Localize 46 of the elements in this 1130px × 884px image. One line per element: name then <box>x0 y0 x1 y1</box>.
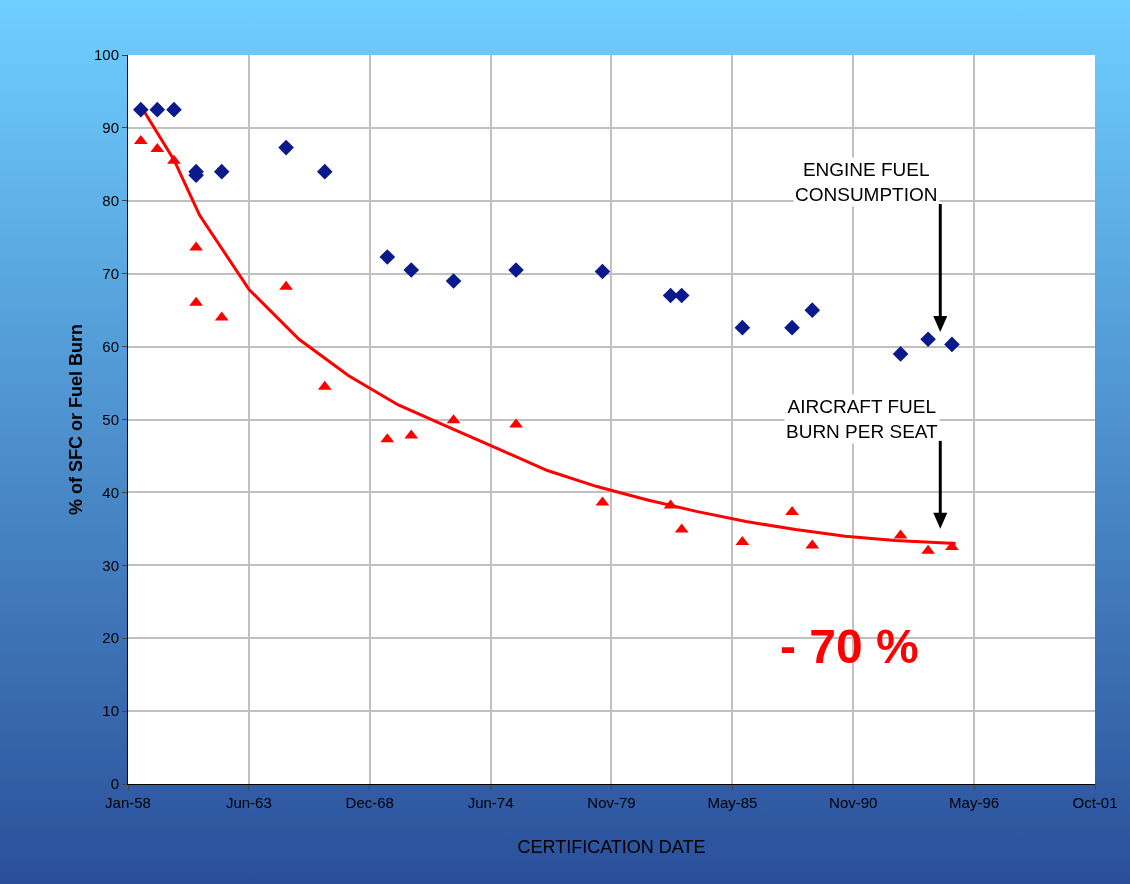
y-tick-label: 30 <box>102 556 119 574</box>
point <box>379 249 396 265</box>
y-tick-label: 70 <box>102 264 119 282</box>
y-tick-label: 10 <box>102 702 119 720</box>
point <box>213 163 230 180</box>
x-tick-label: Oct-01 <box>1072 794 1118 811</box>
point <box>594 263 611 280</box>
point <box>892 346 909 362</box>
y-axis-title: % of SFC or Fuel Burn <box>66 324 86 515</box>
x-tick-label: Jan-58 <box>105 794 151 811</box>
annotation: - 70 % <box>780 620 919 673</box>
point <box>167 154 181 164</box>
y-tick-label: 90 <box>102 119 119 137</box>
point <box>166 101 182 118</box>
y-tick-label: 80 <box>102 192 119 210</box>
point <box>316 163 333 180</box>
y-tick-label: 100 <box>93 46 119 64</box>
point <box>784 319 800 336</box>
y-tick-label: 50 <box>102 410 119 428</box>
point <box>804 302 821 318</box>
x-tick-label: May-96 <box>949 794 1000 811</box>
point <box>508 262 524 278</box>
point <box>785 506 799 516</box>
point <box>149 101 166 118</box>
x-axis-title: CERTIFICATION DATE <box>517 837 706 858</box>
x-tick-label: Jun-63 <box>225 794 272 811</box>
x-tick-label: May-85 <box>707 794 758 811</box>
annotation: AIRCRAFT FUEL BURN PER SEAT <box>786 396 939 442</box>
point <box>278 139 294 156</box>
annotation: ENGINE FUEL CONSUMPTION <box>795 159 938 205</box>
x-tick-label: Dec-68 <box>345 794 394 811</box>
point <box>945 541 959 551</box>
point <box>403 262 420 278</box>
y-tick-label: 40 <box>102 483 119 501</box>
x-tick-label: Jun-74 <box>467 794 514 811</box>
point <box>133 101 149 118</box>
x-tick-label: Nov-79 <box>587 794 636 811</box>
point <box>920 331 936 348</box>
point <box>944 336 960 353</box>
x-tick-label: Nov-90 <box>829 794 878 811</box>
y-tick-label: 0 <box>110 775 119 793</box>
point <box>509 418 523 428</box>
y-tick-label: 20 <box>102 629 119 647</box>
point <box>734 319 751 336</box>
point <box>445 273 462 289</box>
y-tick-label: 60 <box>102 337 119 355</box>
